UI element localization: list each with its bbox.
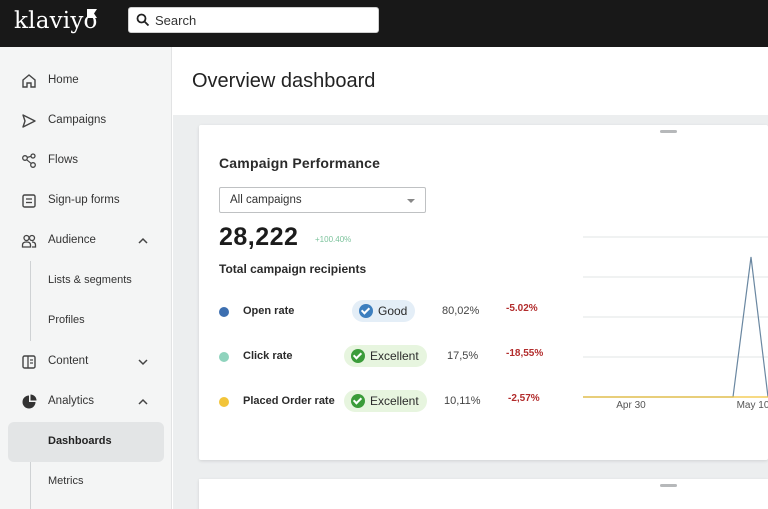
sidebar-item-lists-segments[interactable]: Lists & segments xyxy=(8,261,164,301)
metric-label: Placed Order rate xyxy=(243,395,335,407)
sidebar-item-label: Lists & segments xyxy=(48,274,132,286)
send-icon xyxy=(22,114,36,128)
analytics-icon xyxy=(22,394,37,409)
home-icon xyxy=(22,74,36,88)
form-icon xyxy=(22,194,36,208)
dropdown-value: All campaigns xyxy=(230,194,302,206)
sidebar-item-label: Audience xyxy=(48,234,96,246)
metric-change: -5.02% xyxy=(506,303,538,314)
main-content: Overview dashboard Campaign Performance … xyxy=(173,47,768,509)
series-line-open-rate xyxy=(583,256,768,398)
flows-icon xyxy=(22,153,36,168)
search-icon xyxy=(136,13,150,27)
klaviyo-logo[interactable]: klaviyo xyxy=(14,8,98,34)
card-title: Campaign Performance xyxy=(219,155,381,171)
chevron-down-icon[interactable] xyxy=(137,356,149,368)
sidebar-item-label: Content xyxy=(48,355,89,367)
sidebar-item-label: Campaigns xyxy=(48,114,107,126)
drag-handle[interactable] xyxy=(660,130,677,133)
sidebar-item-campaigns[interactable]: Campaigns xyxy=(0,101,172,141)
sidebar: Home Campaigns Flows Sign-up forms Audie… xyxy=(0,47,172,509)
metric-value: 80,02% xyxy=(442,305,480,317)
sidebar-item-profiles[interactable]: Profiles xyxy=(8,301,164,341)
campaign-filter-dropdown[interactable]: All campaigns xyxy=(219,187,426,213)
chevron-up-icon[interactable] xyxy=(137,235,149,247)
series-dot xyxy=(219,352,229,362)
performance-chart: Apr 30 May 10 xyxy=(583,236,768,411)
search-placeholder: Search xyxy=(155,13,197,28)
dashboard-card xyxy=(199,479,768,509)
status-badge: Good xyxy=(352,300,416,322)
page-title: Overview dashboard xyxy=(192,70,376,92)
status-badge-text: Good xyxy=(378,304,408,318)
status-badge: Excellent xyxy=(344,345,427,367)
sidebar-item-audience[interactable]: Audience xyxy=(0,221,172,261)
sidebar-item-analytics[interactable]: Analytics xyxy=(0,382,172,422)
status-badge-text: Excellent xyxy=(370,394,419,408)
top-bar: klaviyo Search xyxy=(0,0,768,47)
metric-label: Open rate xyxy=(243,305,295,317)
metric-value: 17,5% xyxy=(447,350,479,362)
search-input[interactable]: Search xyxy=(128,7,379,33)
series-dot xyxy=(219,307,229,317)
sidebar-item-label: Analytics xyxy=(48,395,95,407)
metric-row-placed-order-rate: Placed Order rate Excellent 10,11% -2,57… xyxy=(199,387,559,417)
total-recipients-label: Total campaign recipients xyxy=(219,262,367,276)
check-icon xyxy=(351,349,365,363)
campaign-performance-card: Campaign Performance All campaigns 28,22… xyxy=(199,125,768,460)
metric-value: 10,11% xyxy=(444,395,481,407)
sidebar-item-label: Metrics xyxy=(48,475,84,487)
sidebar-item-label: Flows xyxy=(48,154,79,166)
sidebar-item-label: Home xyxy=(48,74,79,86)
metric-change: -2,57% xyxy=(508,393,540,404)
check-icon xyxy=(359,304,373,318)
sidebar-item-dashboards[interactable]: Dashboards xyxy=(8,422,164,462)
sidebar-item-flows[interactable]: Flows xyxy=(0,141,172,181)
content-icon xyxy=(22,355,36,369)
submenu-guide xyxy=(30,261,31,341)
status-badge-text: Excellent xyxy=(370,349,419,363)
logo-flag-icon xyxy=(87,9,97,18)
sidebar-item-metrics[interactable]: Metrics xyxy=(8,462,164,502)
chevron-up-icon[interactable] xyxy=(137,396,149,408)
caret-down-icon xyxy=(407,199,415,203)
metric-label: Click rate xyxy=(243,350,293,362)
total-change: +100.40% xyxy=(315,235,352,244)
sidebar-item-content[interactable]: Content xyxy=(0,342,172,382)
total-recipients-value: 28,222 xyxy=(219,223,299,251)
check-icon xyxy=(351,394,365,408)
audience-icon xyxy=(21,234,37,248)
metric-row-open-rate: Open rate Good 80,02% -5.02% xyxy=(199,297,559,327)
metric-row-click-rate: Click rate Excellent 17,5% -18,55% xyxy=(199,342,559,372)
sidebar-item-home[interactable]: Home xyxy=(0,61,172,101)
submenu-guide xyxy=(30,422,31,509)
x-tick-label: May 10 xyxy=(737,400,768,411)
sidebar-item-label: Dashboards xyxy=(48,435,112,447)
series-dot xyxy=(219,397,229,407)
drag-handle[interactable] xyxy=(660,484,677,487)
sidebar-item-label: Sign-up forms xyxy=(48,194,120,206)
metric-change: -18,55% xyxy=(506,348,544,359)
x-tick-label: Apr 30 xyxy=(616,400,646,411)
status-badge: Excellent xyxy=(344,390,427,412)
sidebar-item-label: Profiles xyxy=(48,314,85,326)
sidebar-item-signup-forms[interactable]: Sign-up forms xyxy=(0,181,172,221)
